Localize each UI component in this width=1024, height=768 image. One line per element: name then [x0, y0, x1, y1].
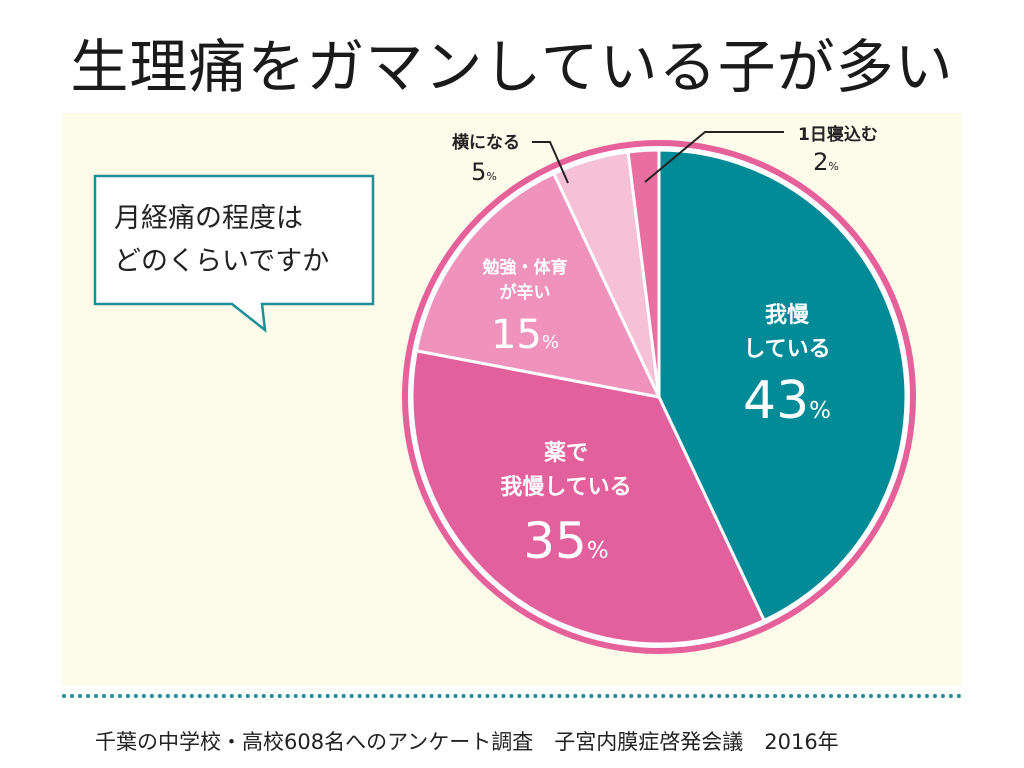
slice-value-3: 5%: [471, 158, 497, 186]
pie-slice-4: [626, 148, 661, 399]
leader-line-4: [644, 131, 784, 183]
slice-value-2: 15%: [491, 312, 559, 358]
slice-label-1-line-0: 薬で: [544, 441, 588, 466]
pie-slice-2: [414, 172, 661, 399]
slice-label-1-line-1: 我慢している: [500, 474, 631, 500]
slice-label-3: 横になる: [452, 132, 520, 153]
source-footer: 千葉の中学校・高校608名へのアンケート調査 子宮内膜症啓発会議 2016年: [95, 730, 839, 754]
pie-slice-1: [410, 349, 766, 646]
slice-label-0-line-1: している: [743, 337, 830, 362]
slice-label-0-line-0: 我慢: [765, 302, 810, 328]
slide-title: 生理痛をガマンしている子が多い: [70, 33, 954, 101]
slice-value-1: 35%: [523, 512, 608, 570]
slice-value-4: 2%: [813, 148, 839, 176]
slice-label-4: 1日寝込む: [798, 124, 878, 145]
slice-label-2-line-1: が辛い: [500, 282, 551, 303]
slice-label-2-line-0: 勉強・体育: [482, 257, 568, 278]
callout-bubble: [93, 174, 375, 333]
pie-slice-0: [657, 148, 908, 622]
callout-line-1: 月経痛の程度は: [114, 203, 303, 234]
dotted-divider: [62, 694, 962, 698]
leader-line-3: [532, 141, 569, 184]
callout-line-2: どのくらいですか: [114, 246, 329, 277]
slice-value-0: 43%: [743, 371, 831, 431]
